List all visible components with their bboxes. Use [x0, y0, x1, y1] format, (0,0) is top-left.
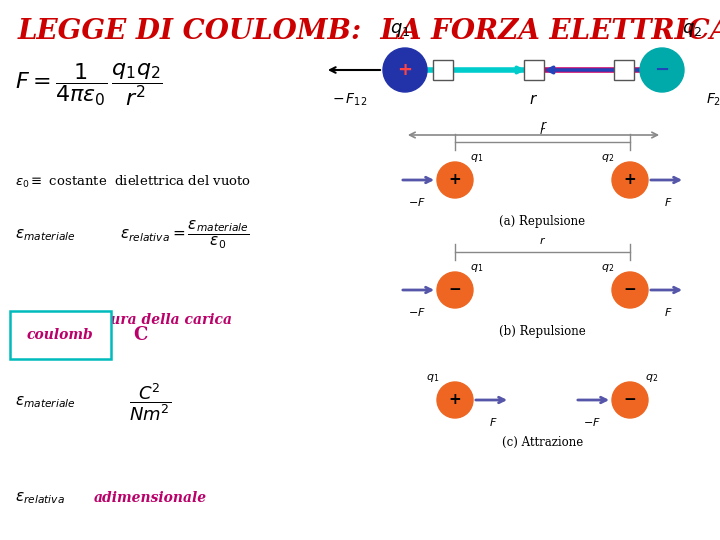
- Bar: [433, 60, 453, 80]
- Text: coulomb: coulomb: [27, 328, 94, 342]
- Text: adimensionale: adimensionale: [94, 491, 207, 505]
- Text: $F$: $F$: [664, 306, 672, 318]
- Text: $\varepsilon_{relativa} = \dfrac{\varepsilon_{materiale}}{\varepsilon_0}$: $\varepsilon_{relativa} = \dfrac{\vareps…: [120, 219, 250, 251]
- Text: $r$: $r$: [529, 93, 538, 107]
- Text: $r$: $r$: [539, 234, 546, 246]
- Circle shape: [437, 382, 473, 418]
- Text: $-F$: $-F$: [408, 196, 426, 208]
- Text: −: −: [624, 282, 636, 298]
- Text: $F = \dfrac{1}{4\pi\varepsilon_0}\,\dfrac{q_1 q_2}{r^2}$: $F = \dfrac{1}{4\pi\varepsilon_0}\,\dfra…: [15, 62, 163, 109]
- Text: $\varepsilon_{materiale}$: $\varepsilon_{materiale}$: [15, 227, 76, 243]
- Text: $F$: $F$: [489, 416, 498, 428]
- Text: $q_2$: $q_2$: [682, 21, 702, 39]
- Text: $q_1$: $q_1$: [470, 152, 484, 164]
- Text: $-F$: $-F$: [583, 416, 601, 428]
- Circle shape: [640, 48, 684, 92]
- Text: +: +: [449, 172, 462, 187]
- Text: $\dfrac{C^2}{Nm^2}$: $\dfrac{C^2}{Nm^2}$: [129, 381, 171, 423]
- Text: (a) Repulsione: (a) Repulsione: [500, 215, 585, 228]
- Text: $q_2$: $q_2$: [601, 262, 615, 274]
- Text: $-\,F_{12}$: $-\,F_{12}$: [333, 92, 368, 108]
- Text: $F$: $F$: [664, 196, 672, 208]
- Bar: [523, 60, 544, 80]
- Text: $\varepsilon_{materiale}$: $\varepsilon_{materiale}$: [15, 394, 76, 410]
- Text: $q_2$: $q_2$: [601, 152, 615, 164]
- Text: (c) Attrazione: (c) Attrazione: [502, 435, 583, 449]
- Text: LEGGE DI COULOMB:  LA FORZA ELETTRICA: LEGGE DI COULOMB: LA FORZA ELETTRICA: [18, 18, 720, 45]
- Text: $q_1$: $q_1$: [470, 262, 484, 274]
- Bar: [614, 60, 634, 80]
- Text: $\varepsilon_0 \equiv$ costante  dielettrica del vuoto: $\varepsilon_0 \equiv$ costante dielettr…: [15, 174, 251, 190]
- Circle shape: [612, 162, 648, 198]
- Circle shape: [437, 272, 473, 308]
- Text: (b) Repulsione: (b) Repulsione: [499, 326, 586, 339]
- Text: −: −: [624, 393, 636, 408]
- Text: $F_{21}$: $F_{21}$: [706, 92, 720, 108]
- Text: +: +: [449, 393, 462, 408]
- Text: +: +: [624, 172, 636, 187]
- Text: $r$: $r$: [539, 118, 547, 132]
- Text: $q_1$: $q_1$: [390, 21, 410, 39]
- Text: Unità di misura della carica: Unità di misura della carica: [15, 313, 232, 327]
- Text: $q_2$: $q_2$: [645, 372, 659, 384]
- Text: $\varepsilon_{relativa}$: $\varepsilon_{relativa}$: [15, 490, 65, 506]
- Text: +: +: [397, 61, 413, 79]
- Circle shape: [437, 162, 473, 198]
- Circle shape: [383, 48, 427, 92]
- Text: C: C: [132, 326, 147, 344]
- Text: $q_1$: $q_1$: [426, 372, 440, 384]
- Text: $r$: $r$: [539, 125, 546, 136]
- Text: −: −: [449, 282, 462, 298]
- Circle shape: [612, 272, 648, 308]
- Text: $-F$: $-F$: [408, 306, 426, 318]
- Text: −: −: [654, 61, 670, 79]
- Circle shape: [612, 382, 648, 418]
- FancyBboxPatch shape: [10, 311, 111, 359]
